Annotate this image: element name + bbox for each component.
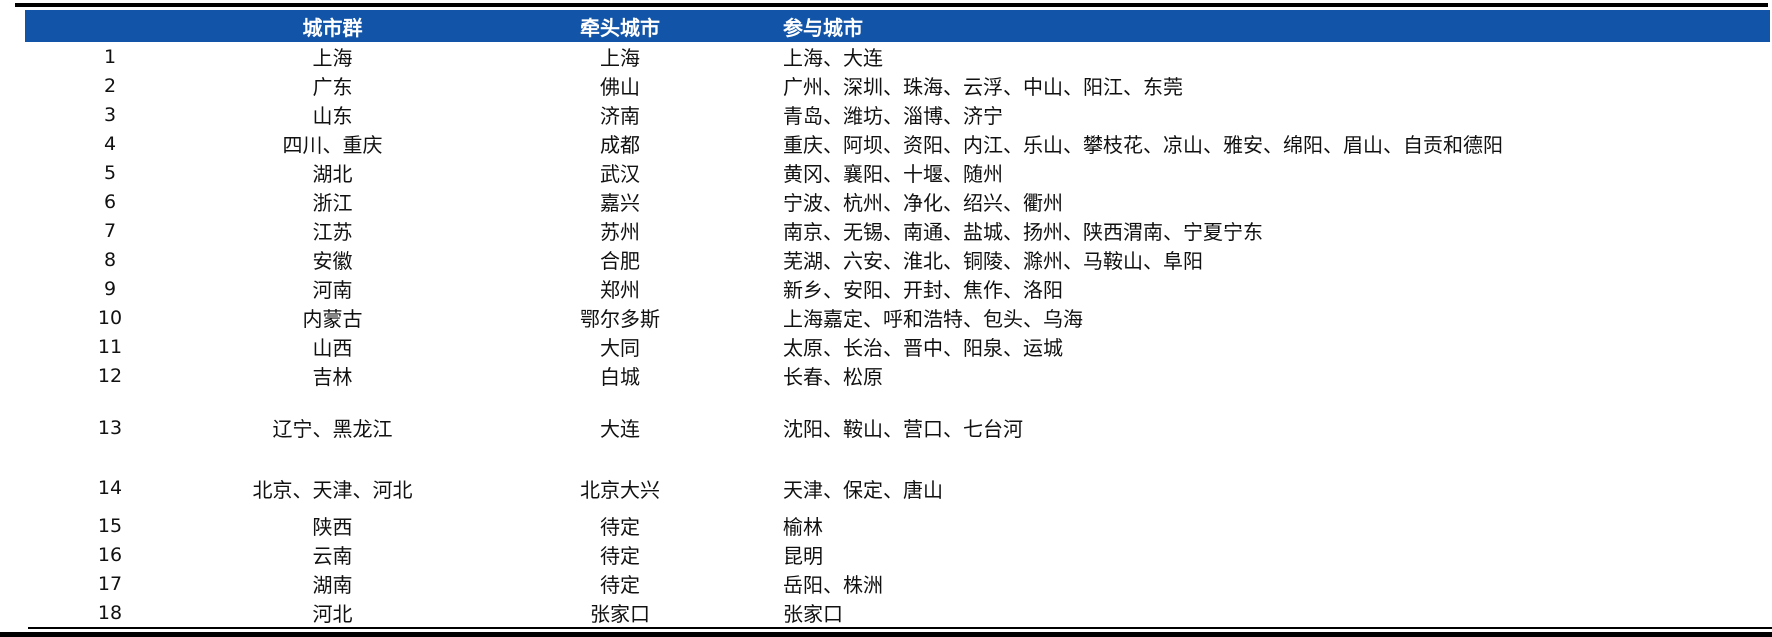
cell-participants: 太原、长治、晋中、阳泉、运城 — [783, 338, 1063, 360]
cell-participants: 长春、松原 — [783, 367, 883, 389]
cell-lead: 济南 — [600, 106, 640, 128]
cell-participants: 天津、保定、唐山 — [783, 479, 943, 502]
cell-index: 4 — [103, 132, 117, 155]
header-lead-city: 牵头城市 — [580, 17, 660, 40]
cell-participants: 岳阳、株洲 — [783, 575, 883, 597]
cell-participants: 新乡、安阳、开封、焦作、洛阳 — [783, 280, 1063, 302]
cell-index: 2 — [103, 74, 117, 97]
cell-cluster: 浙江 — [312, 193, 353, 215]
table-row: 2 广东 佛山 广州、深圳、珠海、云浮、中山、阳江、东莞 — [25, 71, 1770, 100]
table-row: 12 吉林 白城 长春、松原 — [25, 361, 1770, 390]
cell-participants: 上海嘉定、呼和浩特、包头、乌海 — [783, 309, 1083, 331]
cell-cluster: 云南 — [312, 546, 353, 568]
table-row: 10 内蒙古 鄂尔多斯 上海嘉定、呼和浩特、包头、乌海 — [25, 303, 1770, 332]
cell-index: 12 — [97, 364, 123, 387]
cell-lead: 北京大兴 — [580, 479, 660, 502]
cell-cluster: 陕西 — [312, 517, 353, 539]
cell-lead: 待定 — [600, 546, 640, 568]
cell-lead: 佛山 — [600, 77, 640, 99]
city-cluster-table: 城市群 牵头城市 参与城市 1 上海 上海 上海、大连 2 广东 佛山 广州、深圳、珠海、云浮… — [25, 10, 1770, 627]
cell-lead: 嘉兴 — [600, 193, 640, 215]
cell-cluster: 北京、天津、河北 — [252, 479, 413, 502]
cell-participants: 芜湖、六安、淮北、铜陵、滁州、马鞍山、阜阳 — [783, 251, 1203, 273]
cell-lead: 待定 — [600, 517, 640, 539]
cell-index: 17 — [97, 572, 123, 595]
cell-index: 9 — [103, 277, 117, 300]
table-row: 15 陕西 待定 榆林 — [25, 511, 1770, 540]
cell-cluster: 广东 — [312, 77, 353, 99]
cell-lead: 鄂尔多斯 — [580, 309, 660, 331]
top-rule — [15, 3, 1768, 7]
table-row: 4 四川、重庆 成都 重庆、阿坝、资阳、内江、乐山、攀枝花、凉山、雅安、绵阳、眉山、自… — [25, 129, 1770, 158]
table-row: 7 江苏 苏州 南京、无锡、南通、盐城、扬州、陕西渭南、宁夏宁东 — [25, 216, 1770, 245]
cell-participants: 黄冈、襄阳、十堰、随州 — [783, 164, 1003, 186]
cell-cluster: 江苏 — [312, 222, 353, 244]
table-row: 5 湖北 武汉 黄冈、襄阳、十堰、随州 — [25, 158, 1770, 187]
table-header-row: 城市群 牵头城市 参与城市 — [25, 10, 1770, 42]
cell-participants: 广州、深圳、珠海、云浮、中山、阳江、东莞 — [783, 77, 1183, 99]
cell-index: 16 — [97, 543, 123, 566]
cell-lead: 待定 — [600, 575, 640, 597]
table-row: 13 辽宁、黑龙江 大连 沈阳、鞍山、营口、七台河 — [25, 390, 1770, 465]
cell-lead: 合肥 — [600, 251, 640, 273]
cell-lead: 苏州 — [600, 222, 640, 244]
cell-cluster: 内蒙古 — [302, 309, 363, 331]
cell-cluster: 山东 — [312, 106, 353, 128]
cell-cluster: 辽宁、黑龙江 — [272, 419, 393, 441]
table-row: 8 安徽 合肥 芜湖、六安、淮北、铜陵、滁州、马鞍山、阜阳 — [25, 245, 1770, 274]
cell-lead: 大同 — [600, 338, 640, 360]
bottom-thin-rule — [28, 627, 1772, 629]
cell-index: 14 — [97, 477, 123, 499]
cell-cluster: 山西 — [312, 338, 353, 360]
cell-cluster: 河北 — [312, 604, 353, 626]
cell-index: 6 — [103, 190, 117, 213]
table-row: 14 北京、天津、河北 北京大兴 天津、保定、唐山 — [25, 465, 1770, 511]
cell-index: 1 — [103, 45, 117, 68]
table-row: 17 湖南 待定 岳阳、株洲 — [25, 569, 1770, 598]
cell-participants: 沈阳、鞍山、营口、七台河 — [783, 419, 1023, 441]
cell-cluster: 吉林 — [312, 367, 353, 389]
cell-index: 13 — [97, 416, 123, 439]
table-row: 1 上海 上海 上海、大连 — [25, 42, 1770, 71]
cell-cluster: 四川、重庆 — [282, 135, 383, 157]
header-city-cluster: 城市群 — [302, 17, 363, 40]
cell-lead: 大连 — [600, 419, 640, 441]
cell-cluster: 河南 — [312, 280, 353, 302]
cell-index: 3 — [103, 103, 117, 126]
table-row: 3 山东 济南 青岛、潍坊、淄博、济宁 — [25, 100, 1770, 129]
cell-index: 8 — [103, 248, 117, 271]
table-row: 18 河北 张家口 张家口 — [25, 598, 1770, 627]
cell-lead: 白城 — [600, 367, 640, 389]
cell-index: 5 — [103, 161, 117, 184]
cell-index: 11 — [97, 335, 123, 358]
table-row: 11 山西 大同 太原、长治、晋中、阳泉、运城 — [25, 332, 1770, 361]
table-row: 9 河南 郑州 新乡、安阳、开封、焦作、洛阳 — [25, 274, 1770, 303]
cell-participants: 榆林 — [783, 517, 823, 539]
cell-participants: 昆明 — [783, 546, 823, 568]
cell-participants: 张家口 — [783, 604, 843, 626]
table-row: 6 浙江 嘉兴 宁波、杭州、净化、绍兴、衢州 — [25, 187, 1770, 216]
cell-index: 7 — [103, 219, 117, 242]
cell-lead: 郑州 — [600, 280, 640, 302]
cell-participants: 宁波、杭州、净化、绍兴、衢州 — [783, 193, 1063, 215]
header-participating-cities: 参与城市 — [783, 17, 863, 40]
cell-lead: 成都 — [600, 135, 640, 157]
cell-cluster: 上海 — [312, 48, 353, 70]
cell-index: 10 — [97, 306, 123, 329]
cell-participants: 重庆、阿坝、资阳、内江、乐山、攀枝花、凉山、雅安、绵阳、眉山、自贡和德阳 — [783, 135, 1503, 157]
cell-lead: 张家口 — [590, 604, 650, 626]
cell-cluster: 湖南 — [312, 575, 353, 597]
cell-participants: 南京、无锡、南通、盐城、扬州、陕西渭南、宁夏宁东 — [783, 222, 1263, 244]
cell-index: 15 — [97, 514, 123, 537]
cell-cluster: 安徽 — [312, 251, 353, 273]
table-row: 16 云南 待定 昆明 — [25, 540, 1770, 569]
cell-cluster: 湖北 — [312, 164, 353, 186]
cell-index: 18 — [97, 601, 123, 624]
table-body: 1 上海 上海 上海、大连 2 广东 佛山 广州、深圳、珠海、云浮、中山、阳江、东莞 3 山东 济南… — [25, 42, 1770, 627]
bottom-thick-rule — [0, 632, 1772, 637]
cell-lead: 上海 — [600, 48, 640, 70]
cell-participants: 上海、大连 — [783, 48, 883, 70]
cell-lead: 武汉 — [600, 164, 640, 186]
cell-participants: 青岛、潍坊、淄博、济宁 — [783, 106, 1003, 128]
